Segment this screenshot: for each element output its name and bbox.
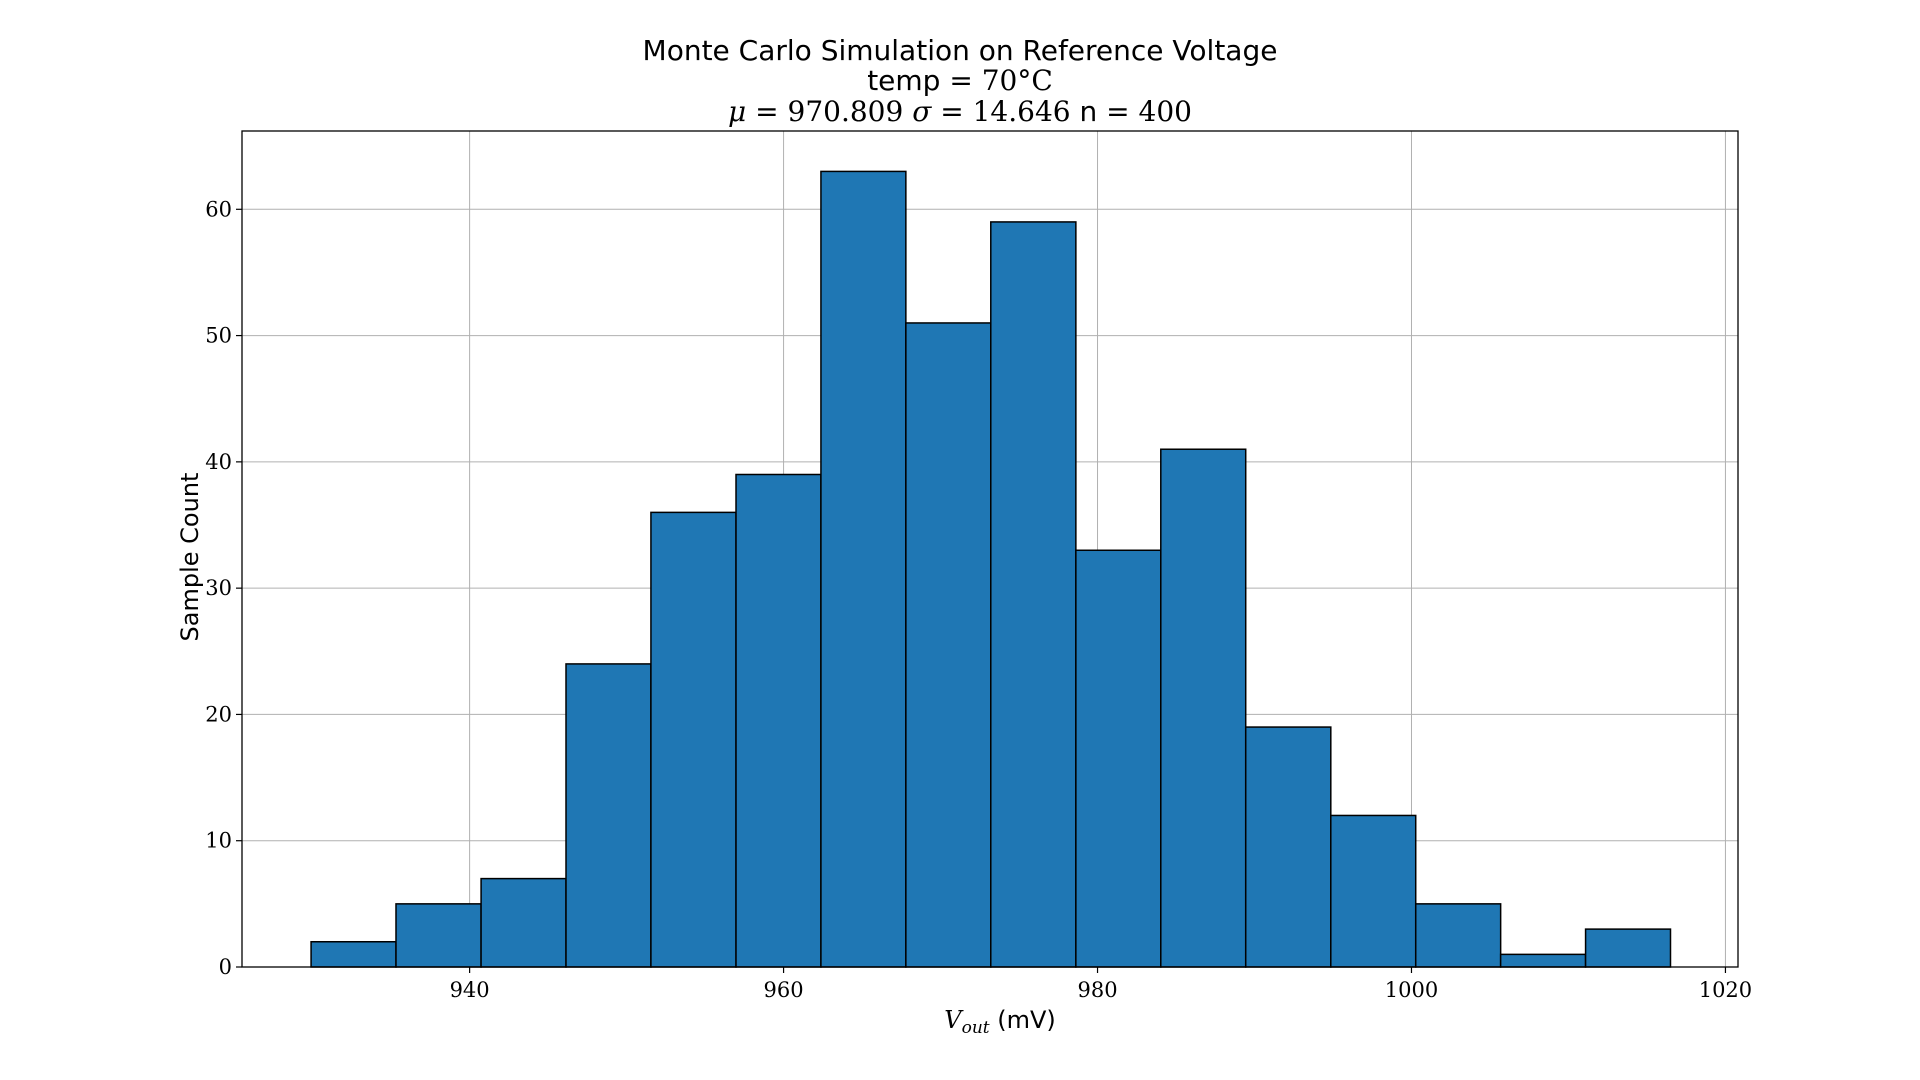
histogram-bar	[735, 473, 822, 968]
y-tick-label: 40	[205, 450, 232, 474]
n-value: 400	[1139, 95, 1192, 128]
x-axis-symbol: V	[944, 1006, 964, 1034]
histogram-bar	[905, 322, 992, 968]
chart-subtitle-stats: μ = 970.809 σ = 14.646 n = 400	[728, 95, 1192, 128]
y-axis-ticks: 0 10 20 30 40 50 60	[205, 197, 242, 979]
y-tick-label: 60	[205, 197, 232, 221]
histogram-bars	[310, 170, 1672, 968]
histogram-bar	[480, 877, 567, 968]
y-axis-label: Sample Count	[176, 473, 204, 642]
y-tick-label: 10	[205, 829, 232, 853]
temp-value: 70°C	[982, 64, 1053, 97]
x-axis-unit: (mV)	[997, 1006, 1056, 1034]
plot-frame	[241, 130, 1739, 968]
chart-title: Monte Carlo Simulation on Reference Volt…	[643, 34, 1278, 67]
histogram-bar	[990, 221, 1077, 968]
y-tick-label: 0	[219, 955, 232, 979]
temp-label: temp	[867, 64, 940, 97]
histogram-bar	[650, 511, 737, 968]
y-tick-label: 20	[205, 702, 232, 726]
x-axis-label: Vout (mV)	[944, 1006, 1056, 1038]
histogram-bar	[1330, 814, 1417, 968]
x-tick-label: 980	[1077, 978, 1117, 1002]
chart-subtitle-temp: temp = 70°C	[867, 64, 1053, 97]
histogram-bar	[310, 940, 397, 968]
histogram-bar	[1414, 903, 1502, 968]
y-tick-label: 30	[205, 576, 232, 600]
histogram-bar	[1244, 726, 1332, 968]
histogram-bar	[1075, 549, 1162, 968]
x-tick-label: 1000	[1385, 978, 1438, 1002]
x-axis-subscript: out	[962, 1018, 990, 1038]
histogram-bar	[1499, 953, 1587, 968]
chart-title-block: Monte Carlo Simulation on Reference Volt…	[643, 34, 1278, 128]
histogram-bar	[820, 170, 907, 968]
histogram-bar	[1584, 928, 1672, 968]
histogram-bar	[395, 903, 482, 968]
x-axis-ticks: 940 960 980 1000 1020	[450, 967, 1752, 1002]
y-tick-label: 50	[205, 324, 232, 348]
sigma-value: 14.646	[973, 95, 1071, 128]
x-tick-label: 960	[764, 978, 804, 1002]
x-tick-label: 940	[450, 978, 490, 1002]
x-tick-label: 1020	[1699, 978, 1752, 1002]
mu-symbol: μ	[728, 95, 746, 128]
n-label: n	[1079, 95, 1097, 128]
sigma-symbol: σ	[912, 95, 932, 128]
mu-value: 970.809	[788, 95, 904, 128]
histogram-bar	[565, 663, 652, 968]
histogram-bar	[1160, 448, 1247, 968]
